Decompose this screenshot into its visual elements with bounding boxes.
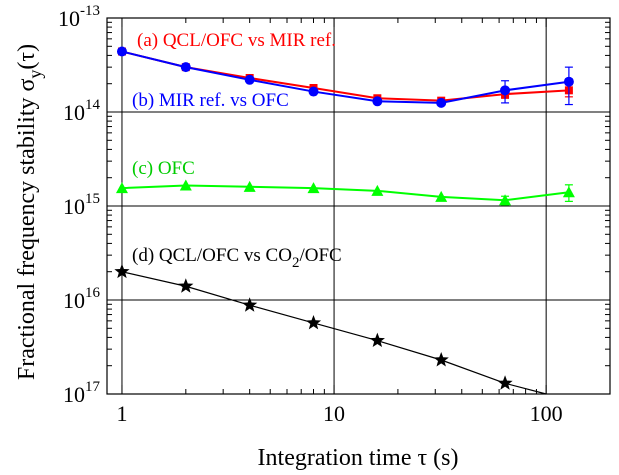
y-tick-base: 10: [63, 100, 85, 125]
y-tick-label: 10-13: [58, 3, 100, 31]
annotation-series-d-sub: 2: [292, 255, 300, 271]
data-point: [307, 182, 320, 194]
y-tick-base: 10: [63, 382, 85, 407]
series-1: [116, 46, 574, 108]
data-point: [114, 263, 130, 279]
data-point: [242, 297, 258, 312]
annotation-series-d: (d) QCL/OFC vs CO2/OFC: [132, 245, 342, 271]
annotation-series-b: (b) MIR ref. vs OFC: [132, 90, 289, 111]
series-line: [121, 50, 570, 104]
x-axis-title: Integration time τ (s): [258, 445, 459, 471]
data-point: [563, 76, 574, 87]
annotation-series-d-main: (d) QCL/OFC vs CO: [132, 245, 292, 266]
y-axis-title-tail: (τ): [14, 44, 40, 70]
data-point: [179, 179, 192, 191]
y-tick-exponent: 14: [85, 97, 101, 113]
data-point: [497, 375, 513, 390]
y-tick-exponent: 15: [85, 191, 100, 207]
y-axis-title-main: Fractional frequency stability σ: [14, 79, 40, 381]
data-point: [369, 332, 385, 348]
series-2: [115, 179, 575, 206]
y-tick-base: 10: [58, 6, 80, 31]
data-point: [305, 314, 322, 330]
annotation-series-d-tail: /OFC: [299, 245, 341, 266]
series-line: [121, 184, 570, 202]
data-point: [244, 74, 255, 85]
data-point: [180, 62, 191, 73]
y-axis-title-sub: y: [25, 70, 45, 79]
data-point: [372, 96, 383, 107]
y-tick-label: 1014: [63, 97, 101, 125]
y-tick-base: 10: [63, 288, 85, 313]
x-tick-label: 1: [116, 401, 127, 426]
data-point: [243, 180, 256, 192]
series-line: [121, 271, 547, 395]
data-point: [115, 182, 128, 194]
x-tick-label: 10: [323, 401, 345, 426]
annotation-series-c: (c) OFC: [132, 158, 195, 179]
data-point: [116, 46, 127, 57]
data-point: [308, 86, 319, 97]
data-point: [499, 194, 512, 206]
y-tick-label: 1016: [63, 285, 101, 313]
y-tick-exponent: 16: [85, 285, 101, 301]
grid: [107, 18, 610, 394]
series-layer: [114, 46, 575, 395]
data-point: [178, 278, 194, 293]
data-point: [436, 97, 447, 108]
data-point: [562, 186, 575, 198]
y-axis-title: Fractional frequency stability σy(τ): [14, 44, 45, 380]
y-tick-label: 1015: [63, 191, 100, 219]
y-tick-base: 10: [63, 194, 85, 219]
x-tick-label: 100: [530, 401, 563, 426]
y-tick-label: 1017: [63, 379, 101, 407]
y-tick-exponent: 17: [85, 379, 101, 395]
data-point: [435, 190, 448, 202]
annotation-series-a: (a) QCL/OFC vs MIR ref.: [137, 30, 336, 51]
data-point: [371, 184, 384, 196]
data-point: [500, 85, 511, 96]
series-3: [114, 263, 547, 395]
y-tick-exponent: -13: [80, 3, 100, 19]
data-point: [433, 352, 449, 367]
